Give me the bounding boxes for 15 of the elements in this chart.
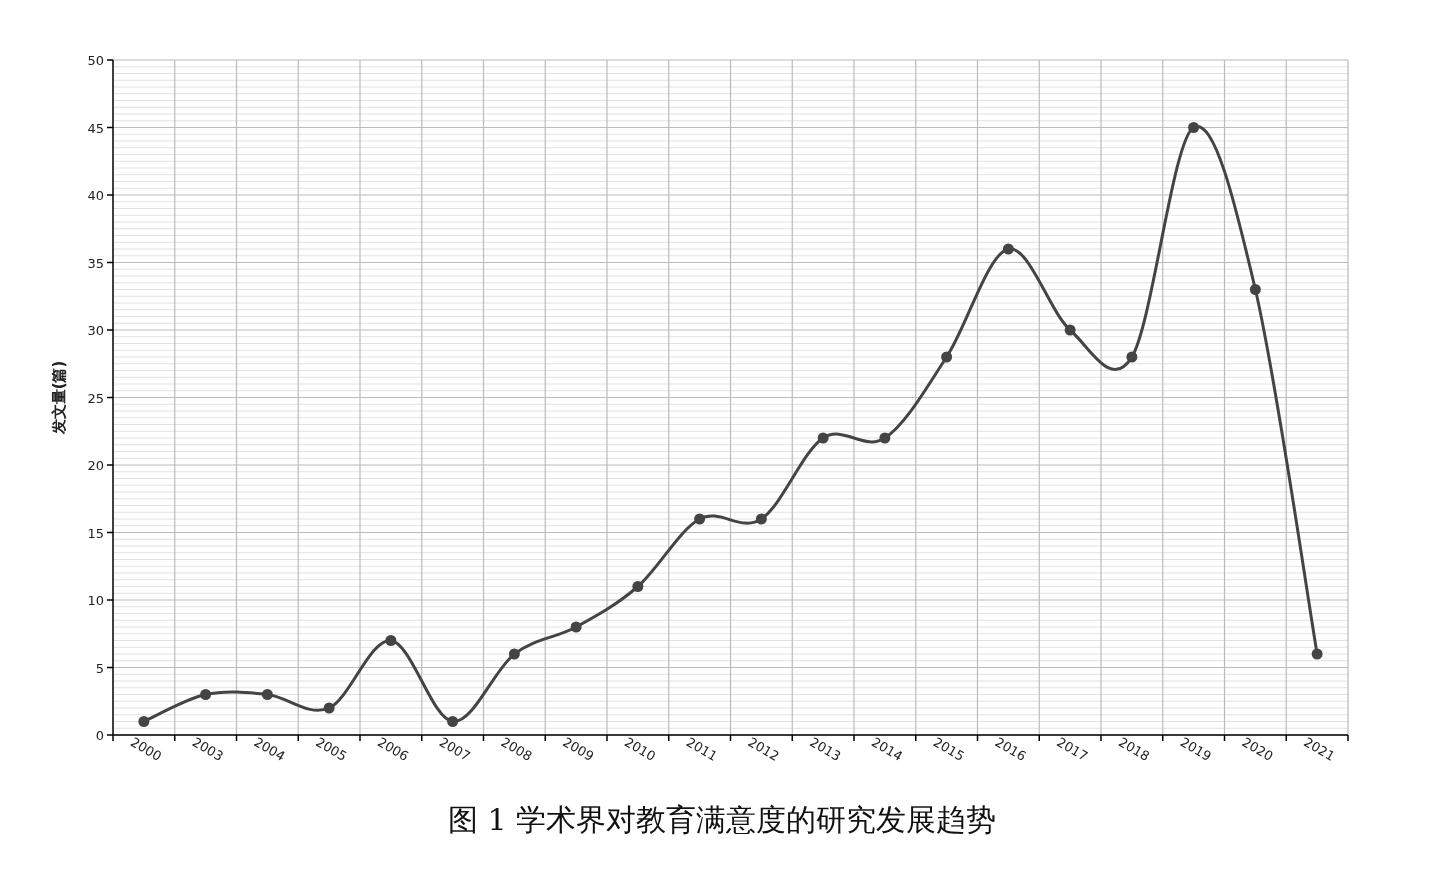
xtick: 2007 — [436, 734, 473, 764]
ytick: 5 — [95, 660, 104, 676]
ytick: 25 — [87, 390, 104, 406]
ytick: 10 — [87, 593, 104, 608]
ytick: 40 — [87, 188, 104, 203]
ytick: 20 — [87, 458, 104, 473]
title: 图 1 学术界对教育满意度的研究发展趋势 — [447, 802, 997, 837]
ytick: 0 — [95, 728, 104, 743]
xtick: 2017 — [1054, 734, 1091, 764]
ytick: 35 — [87, 255, 104, 271]
ytick: 15 — [87, 525, 104, 541]
ytick: 50 — [87, 53, 104, 68]
ytick: 45 — [87, 120, 104, 136]
ytick: 30 — [87, 323, 104, 338]
ylabel: 发文量(篇) — [50, 360, 68, 435]
